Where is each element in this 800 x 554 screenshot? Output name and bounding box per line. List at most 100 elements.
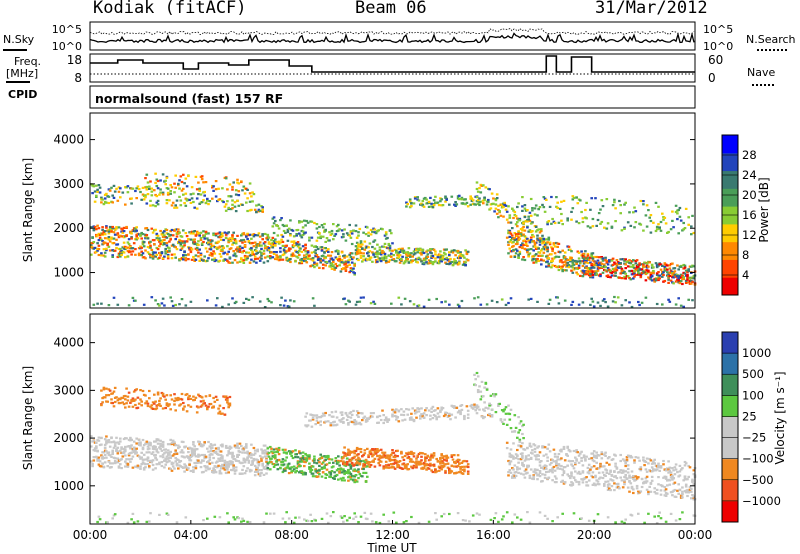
data-cell <box>642 229 645 232</box>
data-cell <box>349 267 353 270</box>
data-cell <box>150 296 154 299</box>
data-cell <box>209 243 213 246</box>
data-cell <box>390 453 393 456</box>
data-cell <box>159 239 162 242</box>
data-cell <box>512 244 515 248</box>
data-cell <box>412 464 416 467</box>
data-cell <box>475 196 479 199</box>
data-cell <box>103 230 107 233</box>
data-cell <box>537 247 540 250</box>
data-cell <box>541 234 544 237</box>
data-cell <box>178 179 181 182</box>
data-cell <box>285 244 288 247</box>
data-cell <box>98 191 102 194</box>
data-cell <box>606 222 610 225</box>
data-cell <box>340 411 344 414</box>
data-cell <box>177 396 180 400</box>
data-cell <box>135 437 138 440</box>
data-cell <box>231 462 234 465</box>
data-cell <box>132 399 136 402</box>
power-ylabel: Slant Range [km] <box>21 158 35 262</box>
data-cell <box>425 414 428 417</box>
data-cell <box>277 453 281 456</box>
data-cell <box>279 258 282 261</box>
data-cell <box>556 296 559 299</box>
data-cell <box>369 302 373 305</box>
data-cell <box>229 195 233 198</box>
data-cell <box>284 251 287 254</box>
data-cell <box>545 255 548 258</box>
data-cell <box>601 205 605 208</box>
data-cell <box>672 226 675 229</box>
data-cell <box>274 243 277 246</box>
data-cell <box>135 447 138 450</box>
data-cell <box>393 411 397 414</box>
data-cell <box>376 255 379 258</box>
data-cell <box>304 452 307 456</box>
data-cell <box>151 253 155 256</box>
data-cell <box>557 221 561 224</box>
data-cell <box>620 270 624 273</box>
data-cell <box>676 218 679 221</box>
data-cell <box>279 247 282 250</box>
data-cell <box>658 277 661 280</box>
data-cell <box>142 458 146 461</box>
data-cell <box>354 423 358 426</box>
data-cell <box>124 398 127 401</box>
data-cell <box>245 258 248 261</box>
data-cell <box>526 220 529 223</box>
data-cell <box>154 440 157 443</box>
data-cell <box>158 245 161 248</box>
data-cell <box>202 444 205 447</box>
data-cell <box>483 401 486 404</box>
data-cell <box>219 465 223 468</box>
data-cell <box>343 472 346 476</box>
data-cell <box>208 445 212 448</box>
data-cell <box>185 240 189 243</box>
data-cell <box>577 264 581 267</box>
data-cell <box>683 227 687 230</box>
data-cell <box>107 394 111 397</box>
data-cell <box>576 250 580 253</box>
data-cell <box>350 232 354 235</box>
data-cell <box>509 408 513 411</box>
data-cell <box>465 460 469 463</box>
data-cell <box>139 465 142 468</box>
data-cell <box>516 242 519 246</box>
data-cell <box>247 251 251 254</box>
data-cell <box>108 445 112 448</box>
data-cell <box>234 240 238 243</box>
data-cell <box>546 250 549 253</box>
data-cell <box>474 406 477 409</box>
data-cell <box>509 448 513 451</box>
data-cell <box>320 475 324 478</box>
data-cell <box>233 205 237 208</box>
data-cell <box>124 394 127 398</box>
data-cell <box>231 243 234 246</box>
data-cell <box>151 459 155 462</box>
data-cell <box>431 456 435 459</box>
data-cell <box>212 244 215 247</box>
data-cell <box>614 220 617 223</box>
data-cell <box>626 275 630 278</box>
data-cell <box>350 242 354 246</box>
nave-legend-line <box>752 84 774 86</box>
data-cell <box>344 268 348 271</box>
data-cell <box>165 176 169 179</box>
data-cell <box>97 253 101 257</box>
data-cell <box>465 201 469 204</box>
data-cell <box>198 454 201 457</box>
data-cell <box>338 255 341 258</box>
data-cell <box>350 261 354 264</box>
data-cell <box>547 257 551 260</box>
data-cell <box>499 214 503 217</box>
data-cell <box>263 232 267 236</box>
data-cell <box>342 261 345 264</box>
data-cell <box>296 245 300 248</box>
data-cell <box>419 258 422 261</box>
data-cell <box>529 239 533 242</box>
data-cell <box>141 193 145 196</box>
data-cell <box>572 268 576 271</box>
data-cell <box>130 451 133 454</box>
data-cell <box>396 455 399 458</box>
